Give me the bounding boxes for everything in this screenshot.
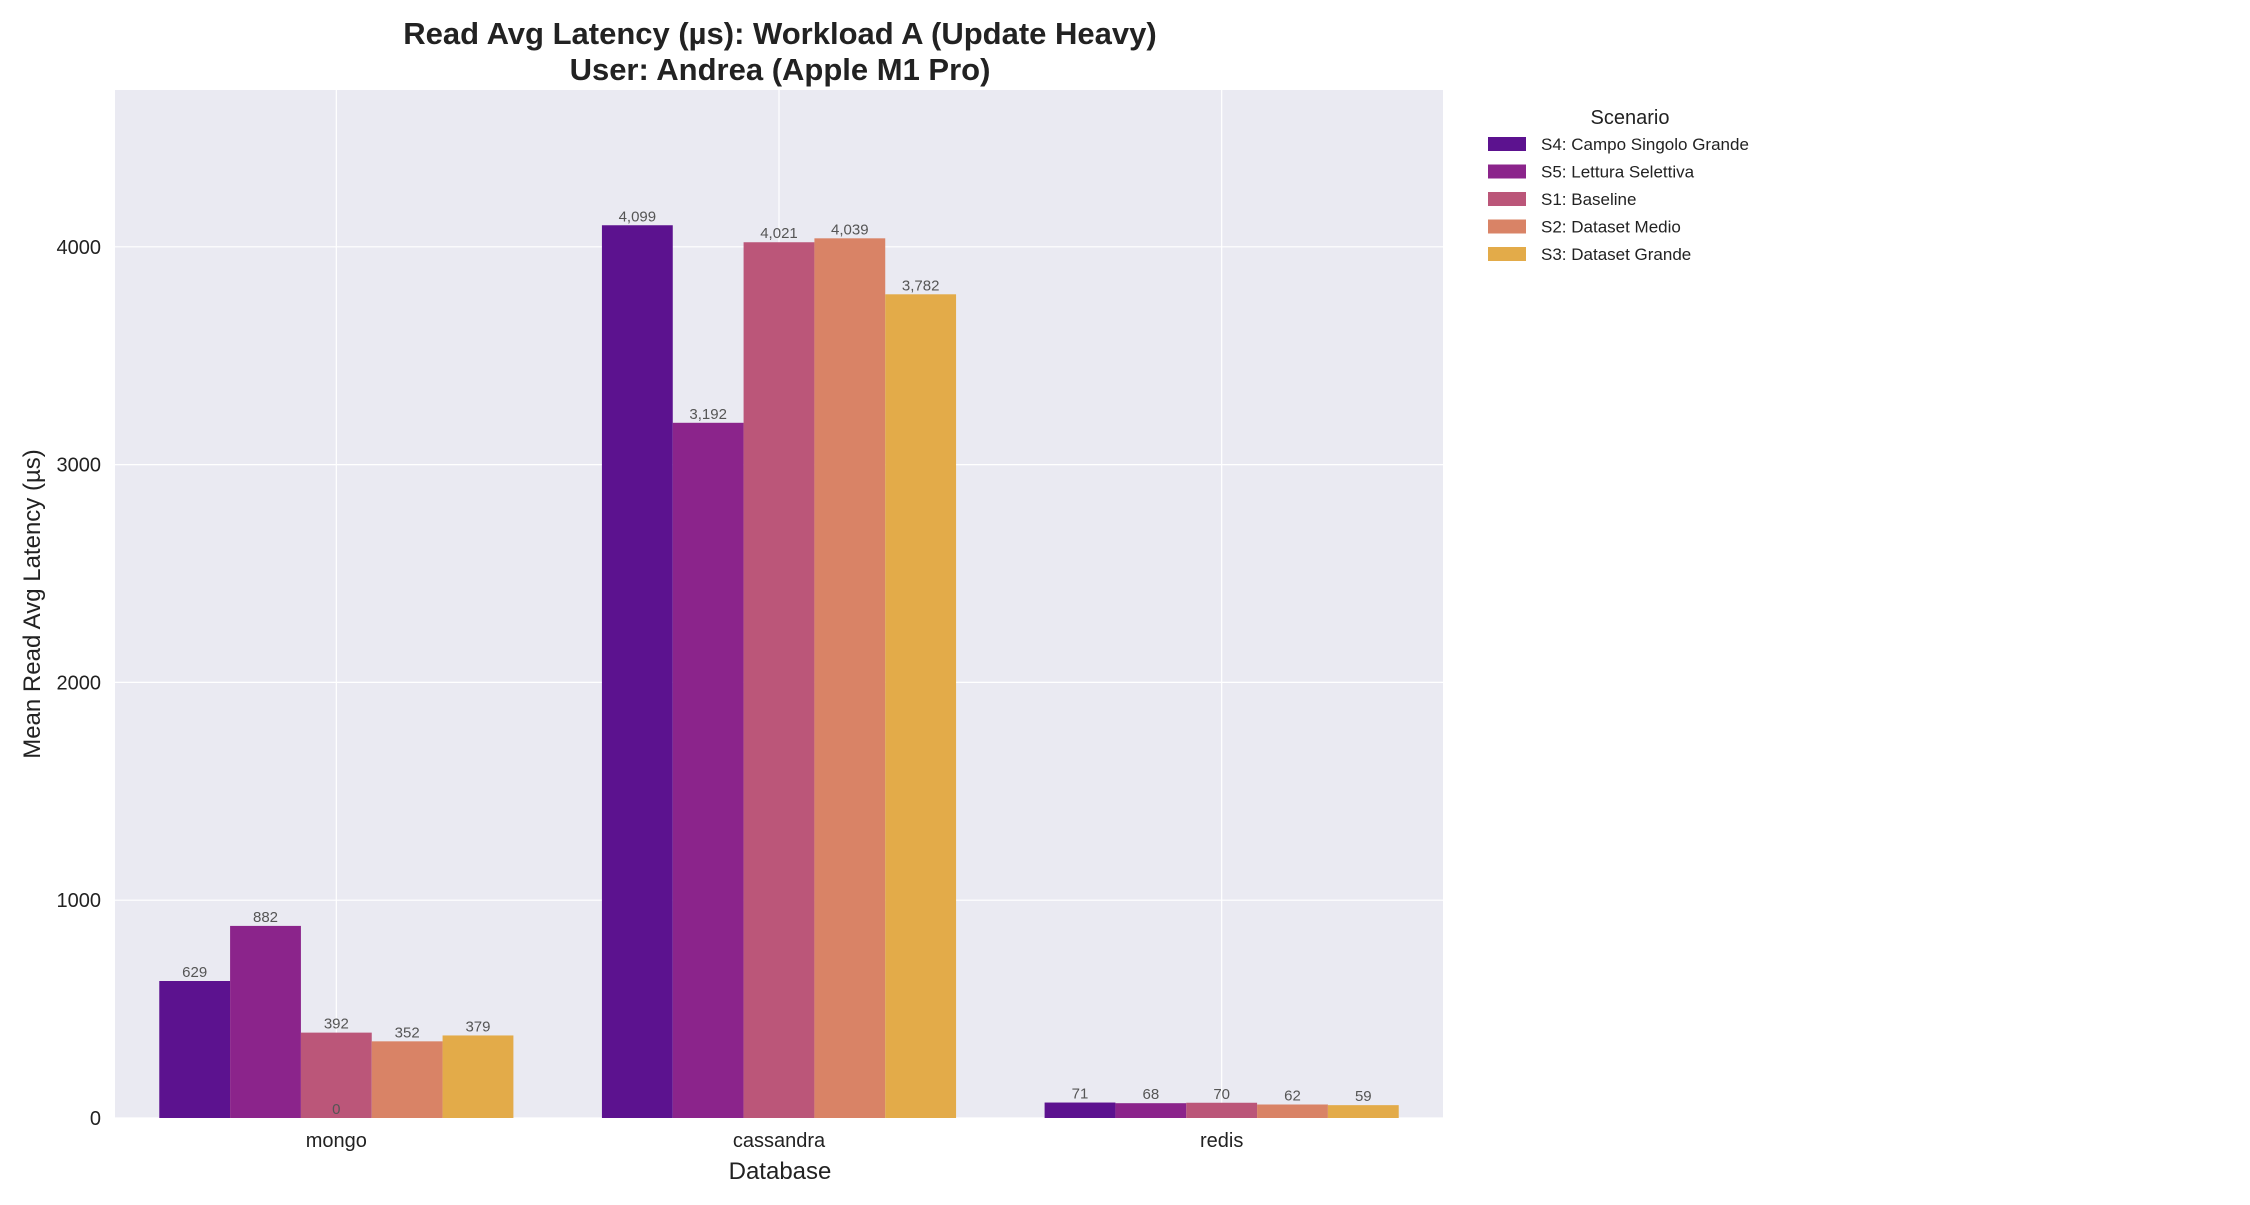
y-axis-label: Mean Read Avg Latency (µs) [19,449,46,759]
x-tick-label: redis [1200,1130,1243,1152]
legend-item-label: S1: Baseline [1541,190,1636,209]
legend-swatch [1488,137,1526,151]
legend: Scenario S4: Campo Singolo Grande S5: Let… [1488,107,1749,264]
bar-value-label: 70 [1213,1086,1230,1103]
tick-labels: 0 1000 2000 3000 4000 mongo cassandra redis [57,237,1244,1152]
bar-value-label: 392 [324,1016,349,1033]
bar [230,925,301,1118]
bar-value-label: 3,782 [902,277,940,294]
bar-value-label: 59 [1355,1088,1372,1105]
y-tick-label: 3000 [57,455,102,477]
x-tick-label: mongo [306,1130,367,1152]
chart-subtitle: User: Andrea (Apple M1 Pro) [570,52,991,87]
annotation-label: 0 [332,1101,340,1118]
legend-item-label: S5: Lettura Selettiva [1541,163,1695,182]
bar-value-label: 62 [1284,1087,1301,1104]
bar [300,1032,372,1118]
bar [1115,1103,1187,1118]
bar [1186,1102,1258,1118]
legend-item-label: S2: Dataset Medio [1541,218,1681,237]
legend-swatch [1488,164,1526,179]
bar-value-label: 379 [465,1018,490,1035]
chart-title: Read Avg Latency (µs): Workload A (Updat… [403,16,1156,51]
bar-value-label: 352 [395,1024,420,1041]
bars [159,225,1399,1119]
legend-swatch [1488,192,1526,206]
bar [442,1035,514,1118]
bar [1327,1105,1399,1118]
bar [672,422,744,1118]
legend-swatch [1488,247,1526,261]
bar-value-label: 3,192 [689,406,727,423]
bar [814,238,886,1119]
y-tick-label: 2000 [57,672,102,694]
bar-value-label: 4,039 [831,221,869,238]
x-axis-label: Database [729,1158,832,1185]
bar [743,242,815,1118]
x-tick-label: cassandra [733,1130,826,1152]
legend-item-label: S4: Campo Singolo Grande [1541,135,1749,154]
bar [601,225,673,1118]
value-labels: 629 4,099 71 882 3,192 68 392 4,021 70 352 4,039 62… [182,208,1371,1118]
y-tick-label: 0 [90,1108,101,1130]
legend-swatch [1488,219,1526,234]
bar-value-label: 4,099 [619,208,657,225]
bar [159,981,231,1118]
bar-value-label: 71 [1072,1086,1089,1103]
bar-value-label: 882 [253,909,278,926]
bar-value-label: 4,021 [760,225,798,242]
legend-item-label: S3: Dataset Grande [1541,245,1691,264]
bar [371,1041,443,1118]
y-tick-label: 4000 [57,237,102,259]
legend-title: Scenario [1591,107,1670,129]
bar-value-label: 629 [182,964,207,981]
bar [1044,1102,1116,1118]
bar [885,294,957,1118]
bar-value-label: 68 [1142,1086,1159,1103]
y-tick-label: 1000 [57,890,102,912]
bar [1257,1104,1328,1118]
